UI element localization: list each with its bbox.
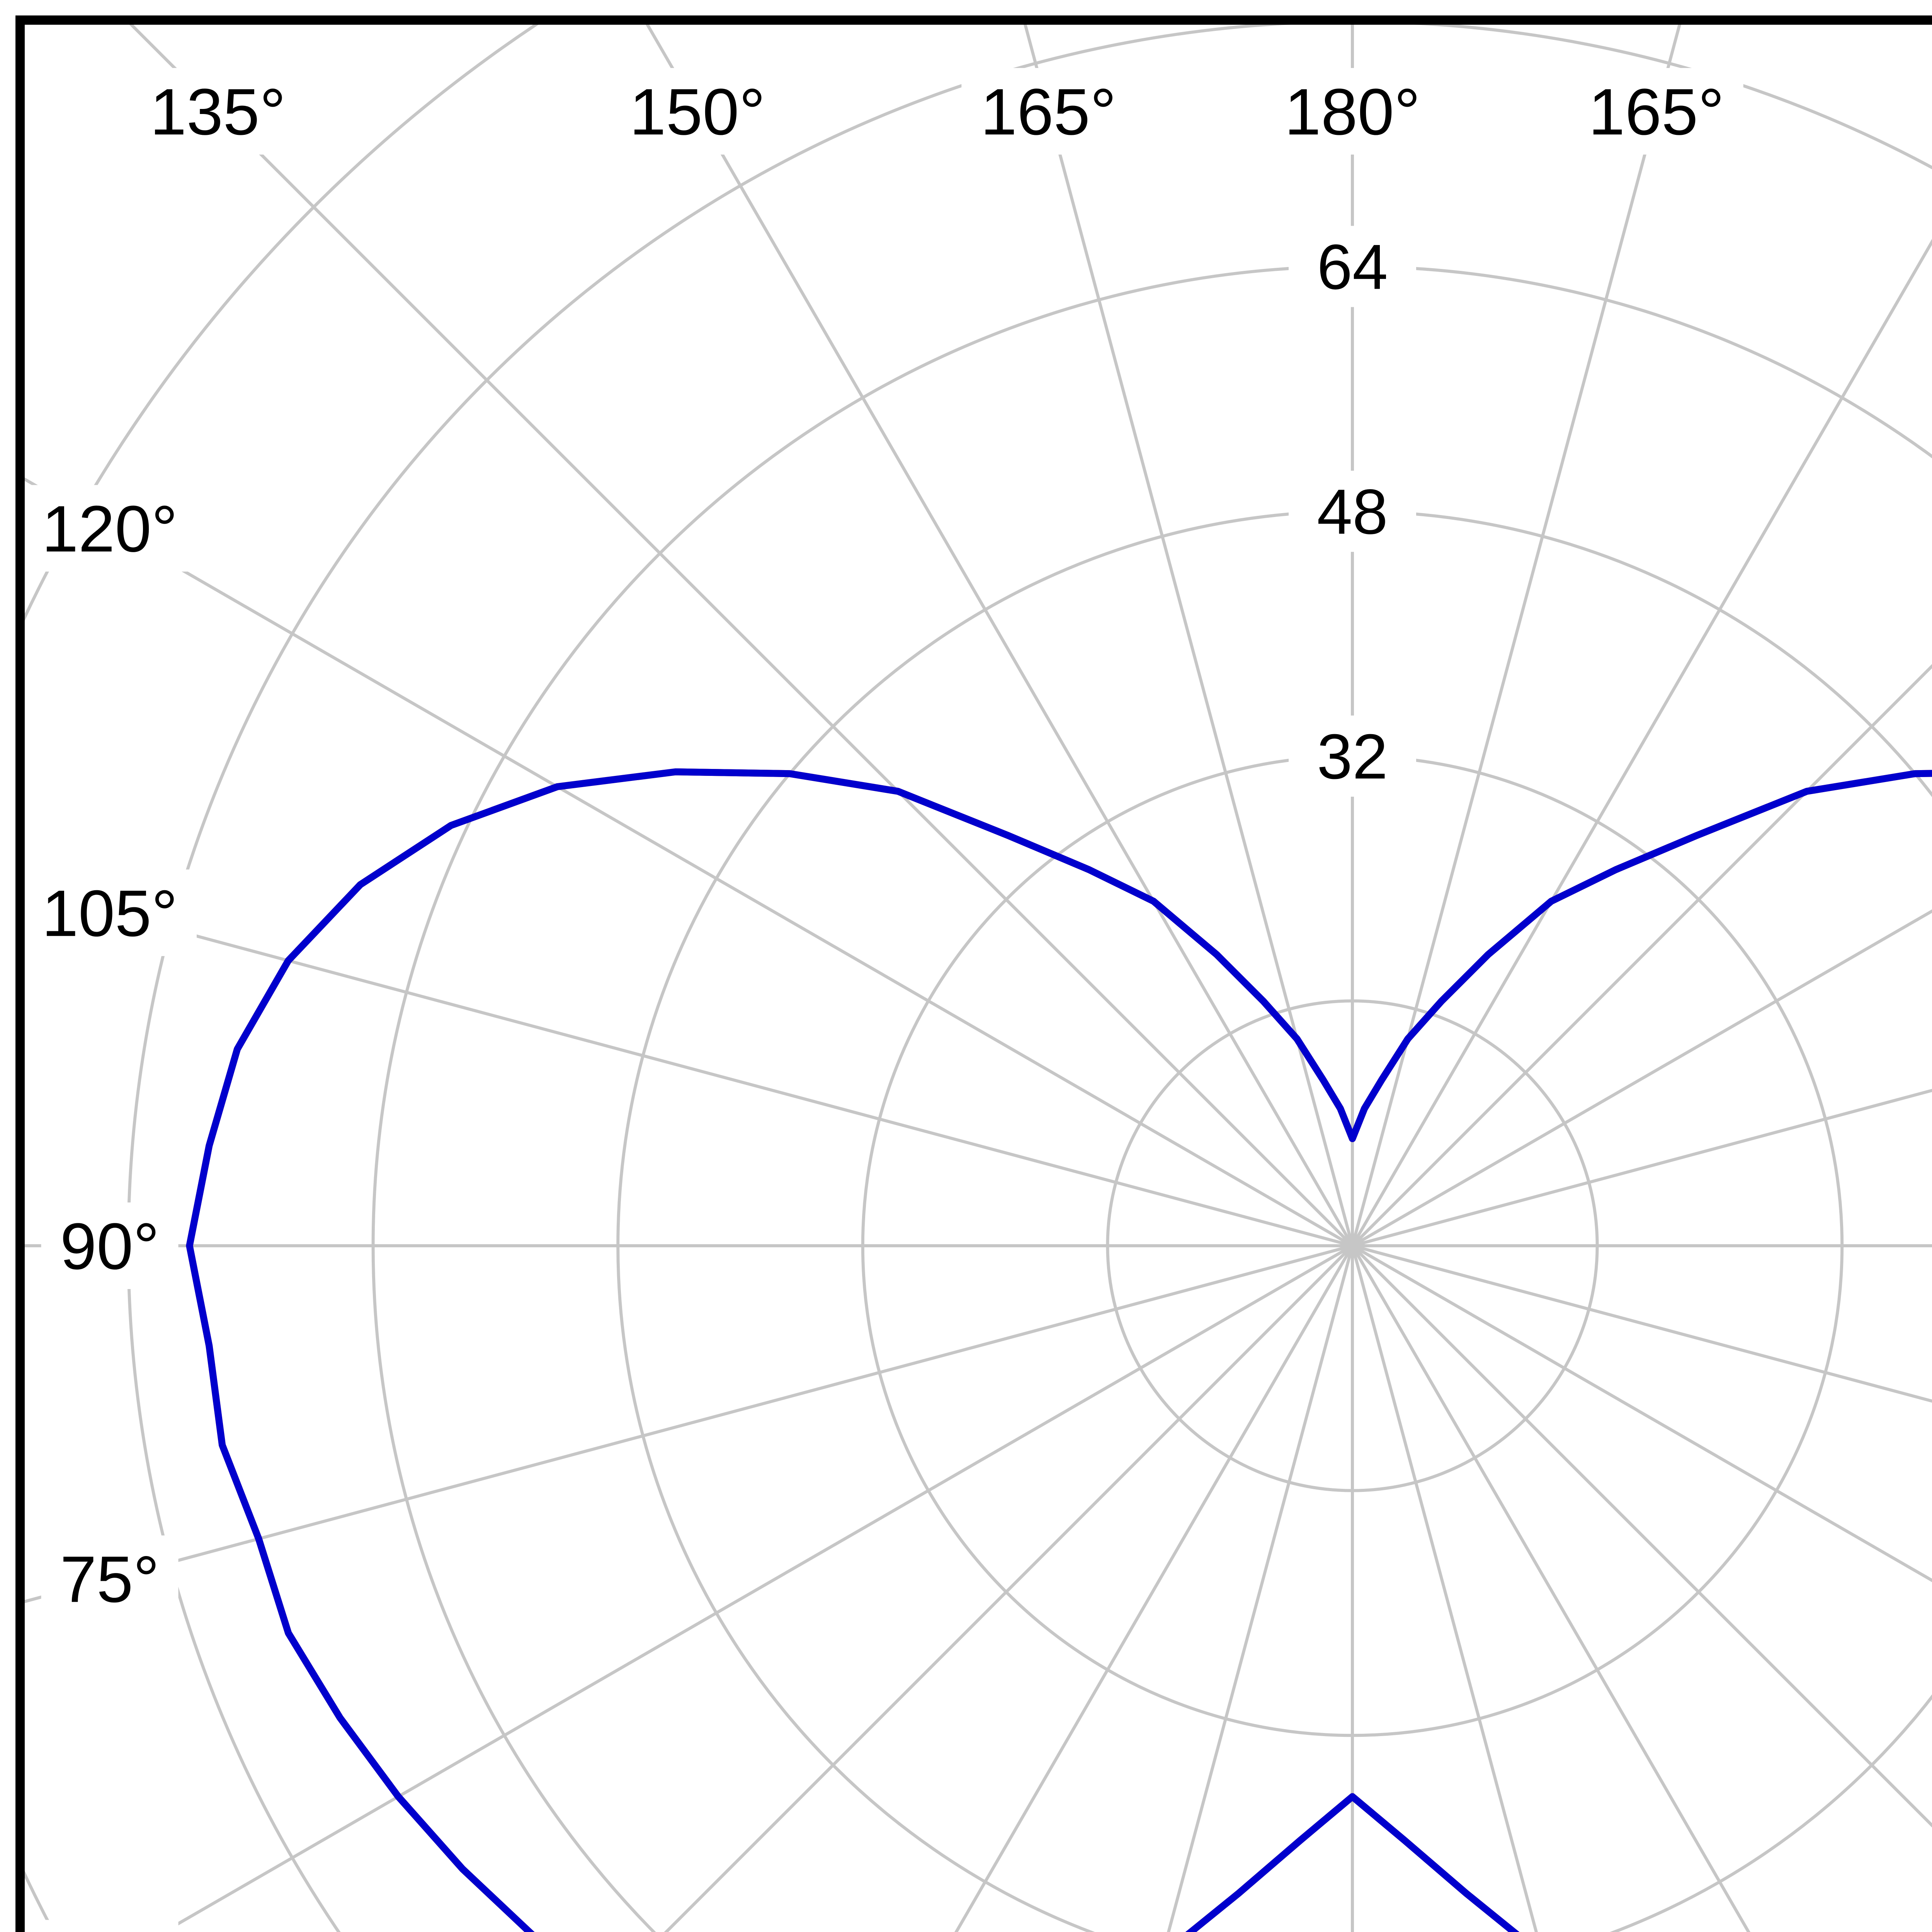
polar-chart: 3248640°15°15°30°30°45°45°60°60°75°75°90… xyxy=(25,25,1932,1932)
radial-tick-labels: 32 48 64 xyxy=(1289,226,1416,797)
curves xyxy=(186,768,1932,1932)
angle-label: 75° xyxy=(60,1543,159,1616)
radial-tick-label: 48 xyxy=(1317,476,1388,547)
angle-label: 60° xyxy=(60,1927,159,1932)
polar-plot-frame: 3248640°15°15°30°30°45°45°60°60°75°75°90… xyxy=(15,15,1932,1932)
radial-tick-label: 64 xyxy=(1317,231,1388,303)
angle-label: 90° xyxy=(60,1210,159,1283)
angle-label: 165° xyxy=(980,75,1116,149)
angle-label: 120° xyxy=(42,492,178,566)
angle-labels: 0°15°15°30°30°45°45°60°60°75°75°90°90°10… xyxy=(25,68,1932,1932)
curve-c90-c270 xyxy=(186,768,1932,1932)
curve-c0-c180 xyxy=(186,768,1932,1932)
angle-label: 105° xyxy=(42,877,178,950)
radial-tick-label: 32 xyxy=(1317,721,1388,792)
angle-label: 150° xyxy=(629,75,765,149)
angle-label: 135° xyxy=(150,75,286,149)
polar-grid xyxy=(25,25,1932,1932)
angle-label: 165° xyxy=(1588,75,1725,149)
angle-label: 180° xyxy=(1284,75,1420,149)
